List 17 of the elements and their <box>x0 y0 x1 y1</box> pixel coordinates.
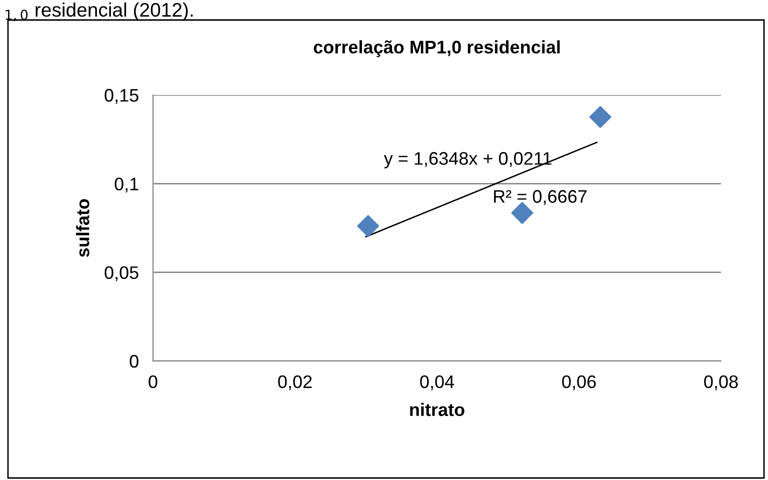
y-axis-title: sulfato <box>76 199 90 257</box>
annotation: y = 1,6348x + 0,0211 <box>384 152 552 168</box>
annotation: R² = 0,6667 <box>494 190 587 205</box>
x-tick-label: 0,02 <box>278 375 312 390</box>
y-tick-label: 0,15 <box>104 88 138 104</box>
point <box>357 215 380 238</box>
y-tick-label: 0 <box>130 354 138 368</box>
point <box>511 202 534 224</box>
x-tick-label: 0,04 <box>420 375 454 390</box>
y-tick-label: 0,05 <box>104 266 138 282</box>
x-tick-label: 0 <box>148 375 158 388</box>
y-tick-label: 0,1 <box>114 178 138 193</box>
x-tick-label: 0,06 <box>562 375 596 390</box>
x-axis-title: nitrato <box>410 402 464 416</box>
chart-title: correlação MP1,0 residencial <box>314 40 560 58</box>
point <box>589 106 612 128</box>
x-tick-label: 0,08 <box>704 375 738 390</box>
